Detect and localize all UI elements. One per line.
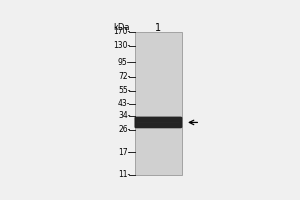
Text: 34-: 34-: [118, 111, 130, 120]
FancyBboxPatch shape: [134, 117, 182, 128]
Text: 11-: 11-: [118, 170, 130, 179]
Text: 43-: 43-: [118, 99, 130, 108]
FancyBboxPatch shape: [135, 32, 182, 175]
Text: 26-: 26-: [118, 125, 130, 134]
Text: 170-: 170-: [113, 27, 130, 36]
Text: kDa: kDa: [113, 23, 130, 32]
Text: 17-: 17-: [118, 148, 130, 157]
Text: 95-: 95-: [118, 58, 130, 67]
Text: 55-: 55-: [118, 86, 130, 95]
Text: 1: 1: [155, 23, 161, 33]
Text: 130-: 130-: [113, 41, 130, 50]
Text: 72-: 72-: [118, 72, 130, 81]
